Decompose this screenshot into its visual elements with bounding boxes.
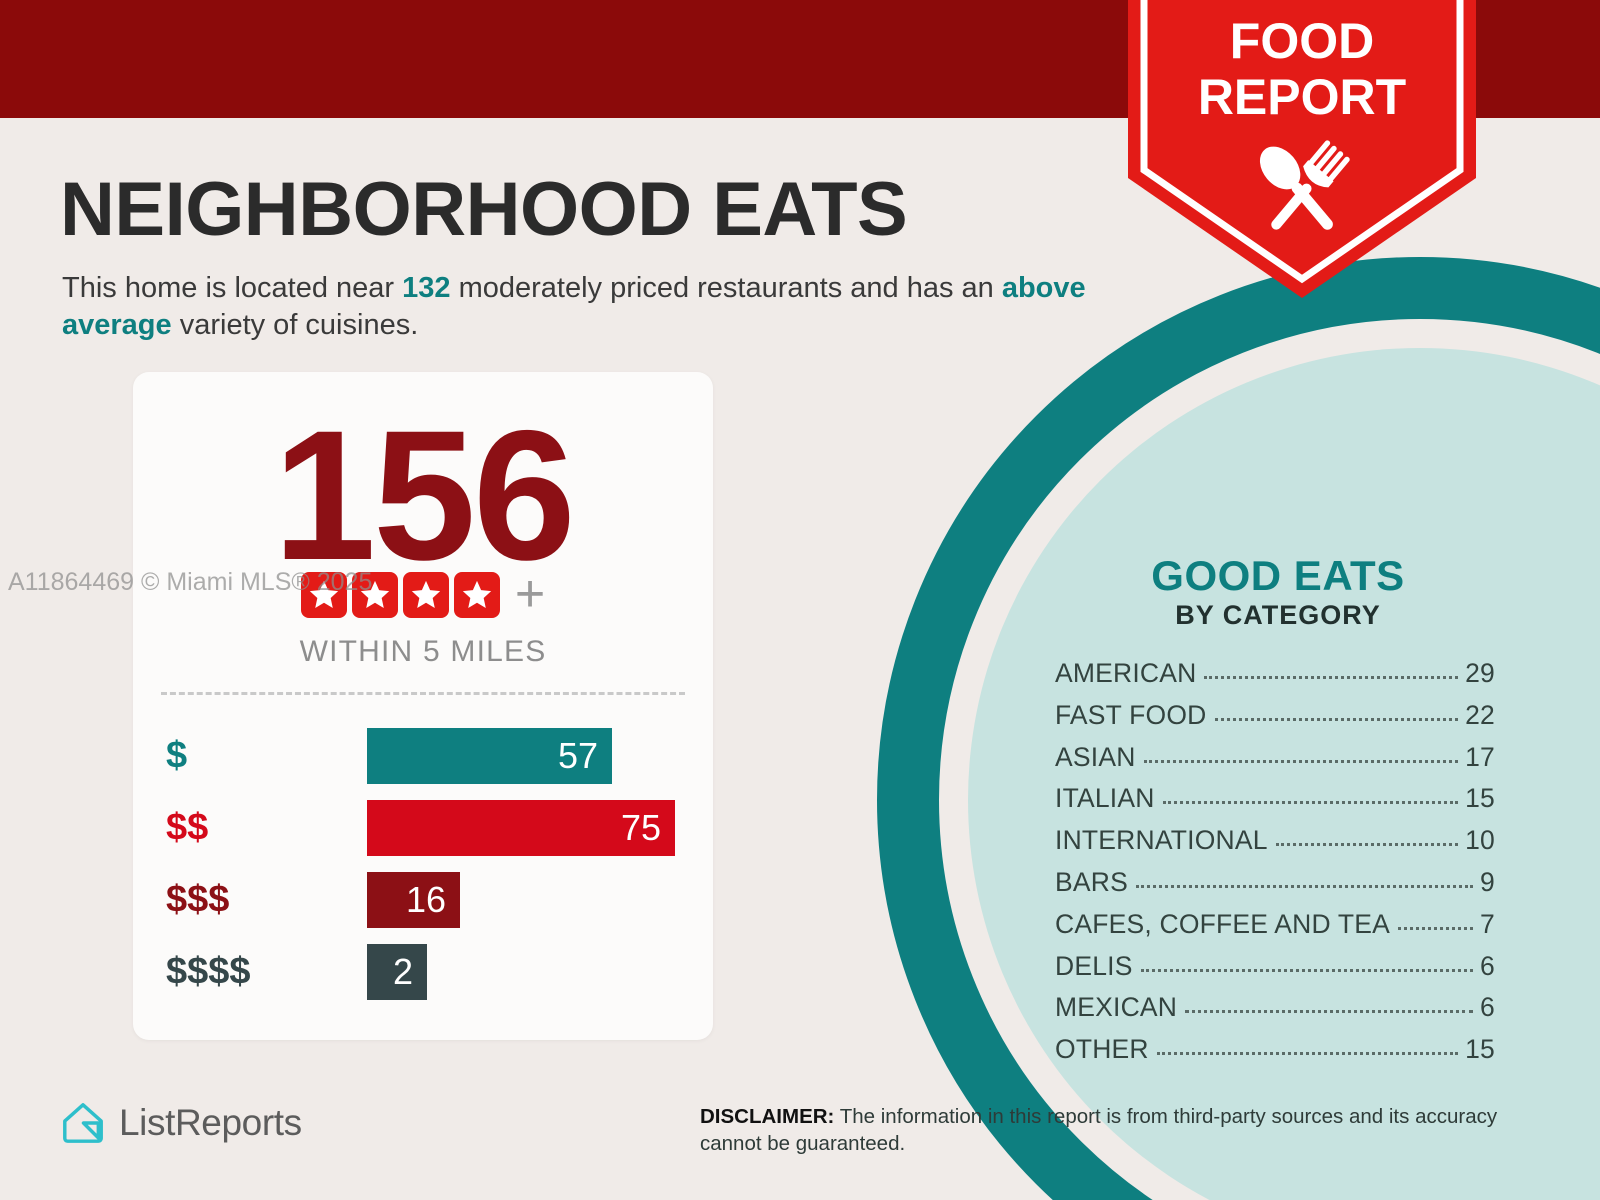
total-restaurants-count: 156 [273, 393, 576, 599]
page-subtitle: This home is located near 132 moderately… [62, 270, 1092, 344]
table-row: $ 57 [133, 720, 713, 792]
category-value: 15 [1465, 783, 1495, 814]
dot-leader [1214, 717, 1459, 721]
list-item: ITALIAN 15 [1055, 783, 1495, 825]
bar-3: 2 [367, 944, 427, 1000]
subtitle-part2: moderately priced restaurants and has an [450, 272, 1002, 304]
spoon-fork-icon [1259, 140, 1350, 230]
divider [161, 692, 685, 695]
plus-sign: + [514, 565, 546, 624]
bar-label-0: $ [166, 734, 188, 777]
category-name: BARS [1055, 866, 1128, 897]
bar-2: 16 [367, 872, 460, 928]
bar-value-2: 16 [405, 879, 446, 920]
list-item: OTHER 15 [1055, 1034, 1495, 1076]
star-icon [300, 572, 347, 618]
category-name: FAST FOOD [1055, 699, 1207, 730]
badge-shape [1128, 0, 1476, 298]
category-name: DELIS [1055, 950, 1133, 981]
category-name: MEXICAN [1055, 992, 1178, 1023]
list-item: CAFES, COFFEE AND TEA 7 [1055, 909, 1495, 951]
good-eats-subtitle: BY CATEGORY [1175, 600, 1381, 630]
bar-value-3: 2 [392, 951, 413, 992]
category-value: 22 [1465, 699, 1495, 730]
list-item: INTERNATIONAL 10 [1055, 825, 1495, 867]
logo-text: ListReports [119, 1102, 302, 1143]
category-value: 10 [1465, 825, 1495, 856]
price-level-bar-chart: $ 57 $$ 75 $$$ 16 $$$$ 2 [133, 720, 713, 1008]
list-item: ASIAN 17 [1055, 742, 1495, 784]
dot-leader [1398, 926, 1474, 930]
list-item: AMERICAN 29 [1055, 658, 1495, 700]
dot-leader [1156, 1052, 1459, 1056]
disclaimer-text: The information in this report is from t… [700, 1105, 1498, 1156]
star-rating: + [133, 565, 713, 624]
bar-value-1: 75 [620, 807, 661, 848]
category-name: ASIAN [1055, 741, 1136, 772]
dot-leader [1143, 759, 1459, 763]
category-name: ITALIAN [1055, 783, 1155, 814]
category-value: 17 [1465, 741, 1495, 772]
good-eats-list: AMERICAN 29 FAST FOOD 22 ASIAN 17 ITALIA… [1055, 658, 1495, 1076]
table-row: $$ 75 [133, 792, 713, 864]
variety-rating: above average [62, 272, 1086, 342]
star-icon [453, 572, 500, 618]
category-value: 7 [1480, 908, 1495, 939]
category-value: 9 [1480, 866, 1495, 897]
list-item: DELIS 6 [1055, 951, 1495, 993]
disclaimer-label: DISCLAIMER: [700, 1105, 835, 1128]
radius-label: WITHIN 5 MILES [299, 635, 547, 668]
list-item: MEXICAN 6 [1055, 992, 1495, 1034]
dot-leader [1162, 801, 1459, 805]
disclaimer: DISCLAIMER: The information in this repo… [700, 1103, 1512, 1157]
badge-line1: FOOD [1230, 13, 1374, 69]
dot-leader [1275, 843, 1459, 847]
listreports-logo[interactable]: ListReports [60, 1100, 302, 1146]
bar-label-2: $$$ [166, 878, 230, 921]
table-row: $$$$ 2 [133, 936, 713, 1008]
outer-teal-ring [877, 257, 1600, 1200]
dot-leader [1185, 1010, 1474, 1014]
table-row: $$$ 16 [133, 864, 713, 936]
list-item: BARS 9 [1055, 867, 1495, 909]
category-value: 15 [1465, 1034, 1495, 1065]
good-eats-title: GOOD EATS [1151, 552, 1405, 599]
bar-label-1: $$ [166, 806, 209, 849]
category-name: AMERICAN [1055, 658, 1197, 688]
category-name: INTERNATIONAL [1055, 825, 1268, 856]
restaurant-count: 132 [402, 272, 451, 304]
dot-leader [1135, 884, 1474, 888]
star-icon [402, 572, 449, 618]
bar-0: 57 [367, 728, 612, 784]
house-tag-icon [63, 1103, 103, 1143]
subtitle-part3: variety of cuisines. [171, 309, 419, 342]
category-name: OTHER [1055, 1034, 1149, 1065]
bar-label-3: $$$$ [166, 950, 251, 993]
page-title: NEIGHBORHOOD EATS [60, 167, 908, 252]
dot-leader [1140, 968, 1474, 972]
category-value: 6 [1480, 992, 1495, 1023]
subtitle-part1: This home is located near [62, 272, 403, 304]
category-value: 6 [1480, 950, 1495, 981]
dot-leader [1204, 676, 1459, 679]
star-icon [351, 572, 398, 618]
food-report-badge: FOOD REPORT [1128, 0, 1476, 298]
badge-inner-border [1140, 0, 1464, 284]
inner-teal-disc [968, 348, 1600, 1200]
bar-value-0: 57 [557, 735, 598, 776]
badge-line2: REPORT [1198, 69, 1406, 125]
category-value: 29 [1465, 658, 1495, 688]
bar-1: 75 [367, 800, 675, 856]
list-item: FAST FOOD 22 [1055, 700, 1495, 742]
restaurant-stats-card: 156 + WITHIN 5 MILES $ 57 [133, 372, 713, 1040]
category-name: CAFES, COFFEE AND TEA [1055, 908, 1391, 939]
